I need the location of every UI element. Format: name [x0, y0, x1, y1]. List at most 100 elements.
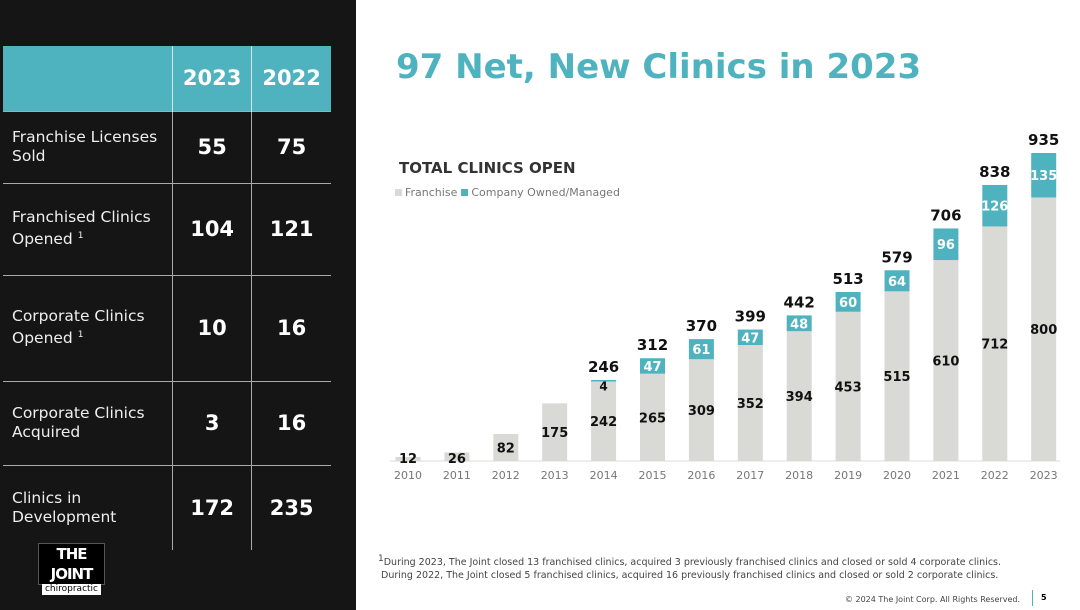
data-label-company: 96	[937, 238, 955, 253]
x-tick-label: 2012	[492, 469, 520, 482]
company-logo: THE JOINT chiropractic	[38, 543, 105, 595]
value-2023: 10	[172, 274, 252, 381]
data-label-franchise: 82	[497, 441, 515, 456]
value-2022: 121	[251, 182, 331, 275]
bar-franchise	[786, 331, 812, 461]
bar-franchise	[542, 403, 568, 461]
footnote: 1During 2023, The Joint closed 13 franch…	[378, 554, 1002, 582]
table-row: Corporate Clinics Opened 1 10 16	[3, 274, 331, 381]
legend-item-franchise: Franchise	[395, 186, 457, 199]
x-tick-label: 2023	[1030, 469, 1058, 482]
data-label-company: 47	[741, 331, 759, 346]
legend-swatch	[461, 189, 469, 196]
bar-company	[835, 292, 861, 312]
x-tick-label: 2011	[443, 469, 471, 482]
legend-item-company: Company Owned/Managed	[461, 186, 620, 199]
header-blank	[3, 46, 173, 111]
data-label-total: 513	[832, 270, 863, 288]
bar-franchise	[688, 359, 714, 461]
value-2023: 104	[172, 182, 252, 275]
data-label-franchise: 242	[590, 415, 617, 430]
data-label-company: 48	[790, 317, 808, 332]
legend-swatch	[395, 189, 402, 196]
bar-franchise	[640, 373, 665, 461]
data-label-franchise: 610	[932, 355, 959, 370]
table-row: Corporate Clinics Acquired 3 16	[3, 380, 331, 465]
data-label-franchise: 26	[448, 452, 466, 467]
data-label-company: 64	[888, 275, 906, 290]
x-tick-label: 2019	[834, 469, 862, 482]
bar-company	[884, 270, 910, 292]
value-2023: 55	[172, 110, 252, 183]
data-label-franchise: 515	[883, 370, 910, 385]
bar-company	[737, 329, 763, 346]
header-2022: 2022	[251, 46, 331, 111]
data-label-total: 838	[979, 163, 1010, 181]
chart-title: TOTAL CLINICS OPEN	[399, 159, 576, 177]
data-label-company: 126	[981, 200, 1008, 215]
x-tick-label: 2014	[590, 469, 618, 482]
row-label: Corporate Clinics Opened	[12, 307, 145, 348]
left-panel: 2023 2022 Franchise Licenses Sold 55 75 Fra…	[0, 0, 356, 610]
data-label-total: 579	[881, 248, 912, 266]
data-label-total: 442	[784, 293, 815, 311]
data-label-company: 135	[1030, 169, 1057, 184]
value-2022: 16	[251, 274, 331, 381]
data-label-franchise: 800	[1030, 323, 1057, 338]
data-label-franchise: 12	[399, 452, 417, 467]
row-label: Franchised Clinics Opened	[12, 208, 151, 249]
row-label: Clinics in Development	[12, 488, 117, 526]
value-2022: 75	[251, 110, 331, 183]
chart-legend: Franchise Company Owned/Managed	[395, 186, 620, 199]
bar-franchise	[591, 381, 617, 461]
stats-table: 2023 2022 Franchise Licenses Sold 55 75 Fra…	[3, 46, 331, 550]
bar-franchise	[1031, 197, 1057, 461]
bar-franchise	[737, 345, 763, 461]
row-label: Franchise Licenses Sold	[12, 128, 158, 165]
x-tick-label: 2013	[541, 469, 569, 482]
data-label-total: 935	[1028, 131, 1059, 149]
data-label-company: 47	[643, 360, 661, 375]
table-row: Franchised Clinics Opened 1 104 121	[3, 182, 331, 275]
data-label-company: 60	[839, 296, 857, 311]
data-label-franchise: 394	[786, 390, 813, 405]
copyright: © 2024 The Joint Corp. All Rights Reserv…	[844, 595, 1020, 604]
x-tick-label: 2016	[687, 469, 715, 482]
x-tick-label: 2015	[639, 469, 667, 482]
bar-franchise	[395, 457, 421, 461]
data-label-total: 399	[735, 308, 766, 326]
value-2023: 172	[172, 464, 252, 550]
bar-franchise	[493, 433, 519, 461]
value-2023: 3	[172, 380, 252, 465]
data-label-franchise: 453	[835, 380, 862, 395]
data-label-company: 4	[599, 379, 607, 393]
row-label: Corporate Clinics Acquired	[12, 404, 145, 441]
data-label-franchise: 352	[737, 397, 764, 412]
footnote-ref: 1	[77, 330, 84, 341]
bar-company	[982, 184, 1008, 227]
bar-company	[786, 315, 812, 332]
bar-franchise	[933, 260, 959, 461]
footnote-ref: 1	[77, 231, 84, 242]
data-label-company: 61	[692, 343, 710, 358]
bar-company	[1031, 153, 1057, 198]
x-tick-label: 2017	[736, 469, 764, 482]
bar-company	[933, 228, 959, 261]
x-tick-label: 2010	[394, 469, 422, 482]
table-row: Clinics in Development 172 235	[3, 464, 331, 550]
bar-company	[591, 379, 617, 382]
header-2023: 2023	[172, 46, 252, 111]
data-label-total: 706	[930, 206, 961, 224]
x-tick-label: 2018	[785, 469, 813, 482]
data-label-total: 246	[588, 358, 619, 376]
table-header: 2023 2022	[3, 46, 331, 111]
stacked-bar-chart: 2010 12 2011 26 2012 82 2013 175 2014 242 4 246 2015…	[390, 131, 1060, 482]
data-label-franchise: 712	[981, 338, 1008, 353]
data-label-total: 312	[637, 336, 668, 354]
bar-franchise	[444, 452, 470, 461]
page-title: 97 Net, New Clinics in 2023	[396, 47, 922, 87]
bar-franchise	[835, 311, 861, 461]
page-number: 5	[1032, 590, 1047, 606]
x-tick-label: 2021	[932, 469, 960, 482]
data-label-franchise: 175	[541, 426, 568, 441]
